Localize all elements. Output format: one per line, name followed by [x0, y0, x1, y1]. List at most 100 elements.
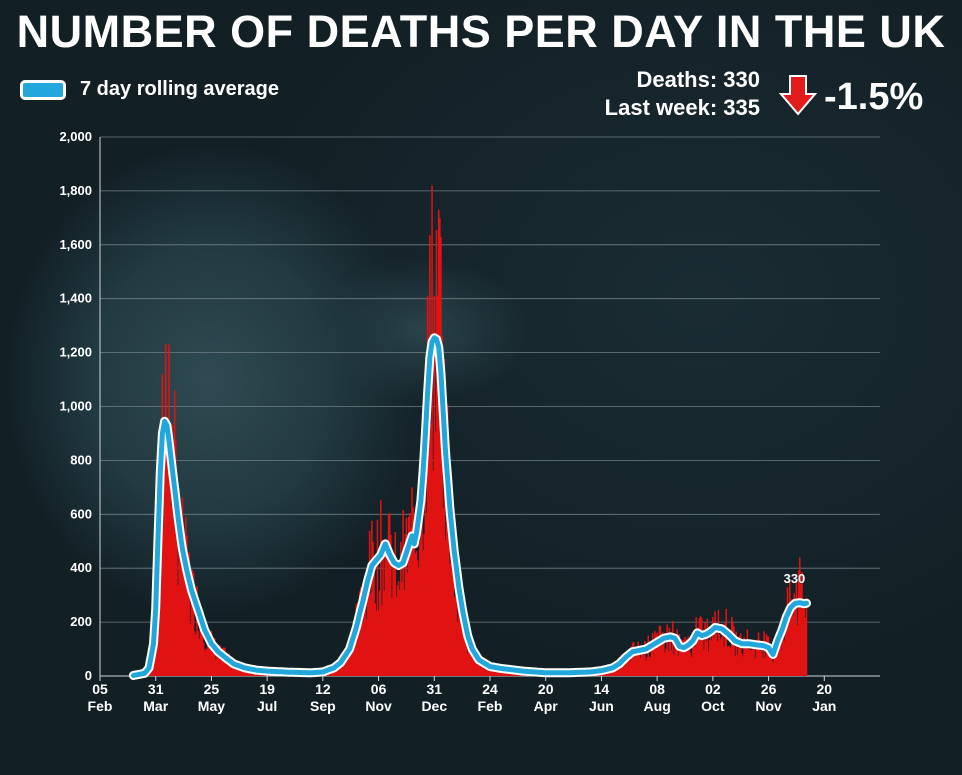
- y-tick-label: 1,800: [59, 183, 92, 198]
- daily-bar: [782, 638, 784, 676]
- daily-bar: [697, 627, 700, 676]
- daily-bar: [651, 633, 654, 676]
- y-tick-label: 2,000: [59, 129, 92, 144]
- daily-bar: [412, 507, 414, 676]
- daily-bar: [625, 654, 627, 676]
- daily-bar: [226, 655, 228, 676]
- daily-bar: [466, 653, 469, 676]
- y-tick-label: 1,200: [59, 345, 92, 360]
- daily-bar: [802, 605, 804, 676]
- daily-bar: [771, 644, 773, 676]
- rolling-average-line: [130, 335, 809, 678]
- daily-bar: [668, 627, 671, 676]
- daily-bar: [728, 646, 731, 676]
- daily-bar: [764, 657, 767, 676]
- daily-bar: [669, 636, 672, 676]
- x-tick-month: Dec: [421, 698, 447, 714]
- daily-bar: [219, 645, 222, 676]
- daily-bar: [659, 625, 662, 676]
- daily-bar: [400, 541, 402, 676]
- daily-bar: [195, 634, 197, 676]
- daily-bar: [785, 622, 788, 676]
- daily-bar: [619, 663, 622, 676]
- daily-bar: [359, 587, 362, 676]
- daily-bar: [239, 669, 242, 676]
- daily-bar: [189, 623, 192, 676]
- daily-bar: [734, 655, 736, 676]
- daily-bar: [755, 639, 758, 676]
- daily-bar: [173, 390, 176, 676]
- daily-bar: [401, 582, 403, 676]
- daily-bar: [731, 617, 733, 676]
- y-tick-label: 1,000: [59, 399, 92, 414]
- daily-bar: [376, 519, 379, 676]
- daily-bar: [205, 648, 207, 676]
- daily-bar: [351, 641, 353, 676]
- x-tick-month: Jun: [589, 698, 614, 714]
- daily-bar: [725, 608, 728, 676]
- daily-bar: [190, 573, 193, 676]
- daily-bar: [690, 656, 693, 676]
- daily-bar: [708, 639, 711, 676]
- daily-bar: [795, 583, 798, 676]
- daily-bar: [801, 571, 803, 676]
- daily-bar: [798, 557, 801, 676]
- daily-bar: [630, 646, 633, 676]
- daily-bar: [761, 647, 763, 676]
- daily-bar: [398, 589, 401, 676]
- daily-bar: [198, 638, 200, 676]
- daily-bar: [405, 517, 408, 676]
- daily-bar: [441, 335, 443, 676]
- daily-bar: [464, 639, 467, 676]
- daily-bar: [663, 639, 665, 676]
- daily-bar: [655, 635, 657, 676]
- daily-bar: [666, 624, 668, 676]
- x-axis: 05Feb31Mar25May19Jul12Sep06Nov31Dec24Feb…: [88, 676, 836, 714]
- daily-bar: [640, 647, 643, 676]
- x-tick-month: Nov: [365, 698, 392, 714]
- daily-bar: [348, 650, 351, 676]
- daily-bar: [757, 632, 760, 676]
- daily-bar: [714, 611, 716, 676]
- daily-bar: [639, 657, 642, 676]
- daily-bar: [461, 606, 463, 676]
- daily-bar: [358, 591, 361, 676]
- daily-bar: [385, 547, 388, 676]
- daily-bar: [787, 619, 790, 676]
- daily-bar: [479, 656, 481, 676]
- daily-bar: [671, 620, 674, 676]
- daily-bar: [178, 544, 180, 676]
- daily-bar: [612, 668, 615, 676]
- daily-bars: [132, 185, 808, 677]
- daily-bar: [748, 649, 751, 676]
- daily-bar: [361, 612, 363, 676]
- daily-bar: [480, 658, 482, 676]
- x-tick-day: 08: [649, 681, 665, 697]
- daily-bar: [676, 629, 678, 676]
- daily-bar: [447, 541, 450, 676]
- daily-bar: [744, 641, 746, 676]
- daily-bar: [648, 657, 651, 676]
- x-tick-day: 06: [371, 681, 387, 697]
- daily-bar: [201, 633, 204, 676]
- daily-bar: [715, 632, 717, 676]
- daily-bar: [176, 486, 178, 676]
- daily-bar: [465, 639, 468, 676]
- daily-bar: [614, 670, 616, 676]
- daily-bar: [171, 424, 174, 676]
- daily-bar: [709, 627, 712, 676]
- daily-bar: [759, 649, 762, 676]
- daily-bar: [732, 622, 734, 676]
- x-tick-day: 31: [148, 681, 164, 697]
- daily-bar: [213, 637, 216, 676]
- daily-bar: [436, 295, 439, 676]
- daily-bar: [712, 617, 714, 676]
- y-tick-label: 800: [70, 452, 92, 467]
- daily-bar: [390, 534, 392, 676]
- daily-bar: [388, 512, 391, 676]
- daily-bar: [608, 670, 611, 676]
- daily-bar: [443, 358, 446, 676]
- daily-bar: [706, 618, 709, 676]
- x-tick-day: 20: [538, 681, 554, 697]
- daily-bar: [687, 636, 690, 676]
